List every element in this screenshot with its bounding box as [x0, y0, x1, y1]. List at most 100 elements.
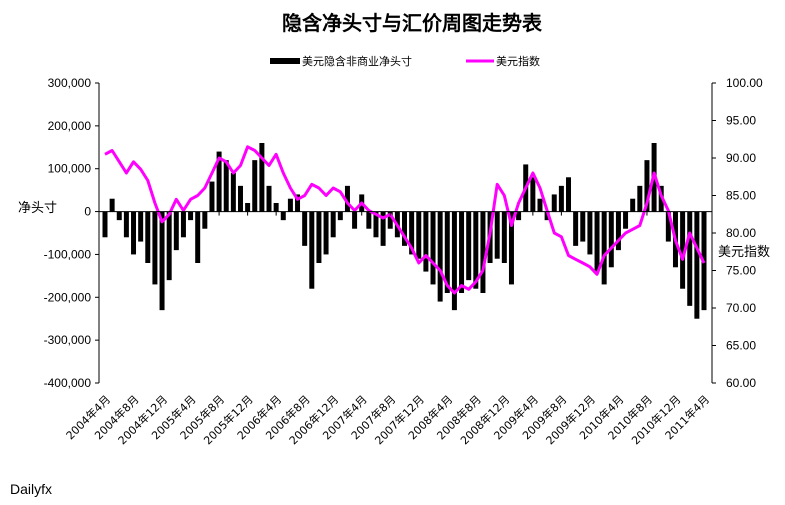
net-position-bar: [466, 211, 472, 281]
net-position-bar: [537, 198, 543, 212]
net-position-bar: [152, 211, 158, 285]
net-position-bar: [558, 185, 564, 212]
right-tick-label: 70.00: [726, 301, 756, 315]
net-position-bar: [309, 211, 315, 289]
right-tick-label: 95.00: [726, 114, 756, 128]
net-position-bar: [601, 211, 607, 285]
source-label: Dailyfx: [10, 481, 52, 497]
net-position-bar: [259, 143, 265, 212]
plot-area: [102, 143, 707, 319]
left-tick-label: 100,000: [48, 162, 92, 176]
net-position-bar: [530, 177, 536, 212]
chart-title: 隐含净头寸与汇价周图走势表: [282, 11, 543, 35]
net-position-bar: [366, 211, 372, 229]
left-axis-label: 净头寸: [18, 201, 57, 216]
left-axis: 300,000 200,000 100,000 0 -100,000 -200,000 -3…: [44, 76, 100, 390]
net-position-bar: [459, 211, 465, 293]
net-position-bar: [302, 211, 308, 246]
net-position-bar: [437, 211, 443, 302]
left-tick-label: -400,000: [44, 376, 92, 390]
net-position-bar: [337, 211, 343, 221]
net-position-bar: [416, 211, 422, 259]
right-axis-label: 美元指数: [718, 245, 770, 260]
net-position-bar: [402, 211, 407, 246]
net-position-bar: [245, 203, 251, 212]
net-position-bar: [480, 211, 486, 293]
left-tick-label: -100,000: [44, 247, 92, 261]
left-tick-label: 200,000: [48, 119, 92, 133]
net-position-bar: [373, 211, 379, 238]
net-position-bar: [430, 211, 436, 285]
net-position-bar: [145, 211, 151, 263]
net-position-bar: [173, 211, 179, 251]
net-position-bar: [608, 211, 614, 268]
right-axis: 100.00 95.00 90.00 85.00 80.00 75.00 70.00 65.0…: [711, 76, 763, 390]
net-position-bar: [494, 211, 500, 259]
net-position-bar: [580, 211, 586, 242]
net-position-bar: [644, 160, 650, 212]
net-position-bar: [630, 198, 636, 212]
right-tick-label: 75.00: [726, 264, 756, 278]
net-position-bar: [615, 211, 621, 251]
net-position-bar: [665, 211, 671, 242]
right-tick-label: 85.00: [726, 189, 756, 203]
net-position-bar: [637, 185, 643, 212]
dollar-index-line: [104, 145, 706, 295]
net-position-bar: [116, 211, 122, 221]
right-tick-label: 90.00: [726, 151, 756, 165]
right-tick-label: 65.00: [726, 339, 756, 353]
net-position-bar: [473, 211, 479, 289]
net-position-bar: [180, 211, 186, 238]
net-position-bar: [594, 211, 600, 272]
net-position-bar: [266, 185, 272, 212]
net-position-bar: [451, 211, 457, 311]
net-position-bar: [687, 211, 693, 306]
net-position-bar: [273, 203, 279, 212]
net-position-bar: [587, 211, 593, 255]
net-position-bar: [680, 211, 686, 289]
left-tick-label: 0: [84, 205, 91, 219]
net-position-bar: [380, 211, 386, 246]
net-position-bar: [352, 211, 358, 229]
legend: 美元隐含非商业净头寸 美元指数: [270, 54, 540, 68]
net-position-bar: [623, 211, 629, 229]
net-position-bar: [344, 185, 350, 212]
net-position-bar: [223, 160, 229, 212]
net-position-bar: [188, 211, 194, 221]
net-position-bar: [566, 177, 572, 212]
net-position-bar: [287, 198, 293, 212]
legend-label-dollar-index: 美元指数: [496, 54, 540, 68]
net-position-bar: [159, 211, 165, 311]
net-position-bar: [409, 211, 415, 255]
net-position-bar: [131, 211, 137, 255]
net-position-bar: [316, 211, 322, 263]
net-position-bar: [387, 211, 393, 229]
net-position-bar: [209, 181, 215, 212]
net-position-bar: [423, 211, 429, 272]
net-position-bar: [195, 211, 201, 263]
net-position-bar: [237, 185, 243, 212]
right-tick-label: 60.00: [726, 376, 756, 390]
net-position-bar: [123, 211, 129, 238]
net-position-bar: [166, 211, 172, 281]
net-position-bar: [501, 211, 507, 263]
net-position-bar: [138, 211, 144, 242]
left-tick-label: -300,000: [44, 333, 92, 347]
net-position-bar: [252, 160, 258, 212]
net-position-bar: [216, 151, 222, 212]
net-position-bar: [444, 211, 450, 293]
left-tick-label: 300,000: [48, 76, 92, 90]
right-tick-label: 80.00: [726, 226, 756, 240]
left-tick-label: -200,000: [44, 290, 92, 304]
net-position-bar: [323, 211, 329, 255]
net-position-bar: [295, 194, 301, 212]
net-position-bar: [551, 194, 557, 212]
net-position-bar: [516, 211, 522, 221]
net-position-bar: [280, 211, 286, 221]
net-position-bar: [330, 211, 336, 238]
legend-label-net-position: 美元隐含非商业净头寸: [302, 54, 412, 68]
net-position-bar: [544, 211, 550, 221]
legend-swatch-net-position: [270, 58, 300, 64]
net-position-bar: [694, 211, 700, 319]
